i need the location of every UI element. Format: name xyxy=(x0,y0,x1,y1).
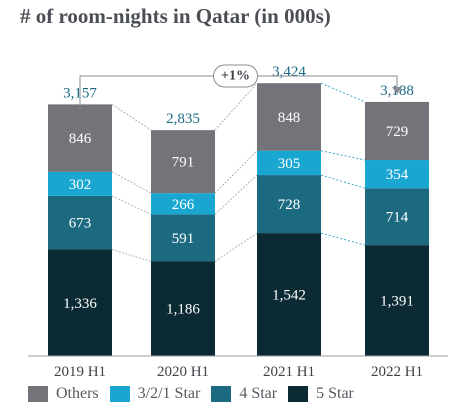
connector-line xyxy=(214,174,258,215)
data-label: 846 xyxy=(69,131,92,147)
connector-line xyxy=(320,174,366,189)
legend-swatch xyxy=(109,386,130,402)
legend-item: Others xyxy=(28,385,99,403)
data-label: 729 xyxy=(386,124,409,140)
legend-swatch xyxy=(211,386,232,402)
legend-swatch xyxy=(28,386,48,402)
legend-label: Others xyxy=(56,385,99,402)
x-tick-label: 2021 H1 xyxy=(263,364,315,380)
data-label: 728 xyxy=(278,197,301,213)
bar-segment-4-star xyxy=(48,195,112,250)
connector-line xyxy=(214,82,258,131)
bar-segment-3-2-1-star xyxy=(257,150,321,176)
data-label: 266 xyxy=(172,197,195,213)
bar-segment-4-star xyxy=(151,214,215,262)
data-label: 1,186 xyxy=(166,302,200,318)
data-label: 302 xyxy=(69,177,92,193)
legend-item: 3/2/1 Star xyxy=(109,385,201,403)
bar-segment-3-2-1-star xyxy=(365,160,429,189)
bar-segment-5-star xyxy=(365,245,429,356)
growth-badge xyxy=(213,64,258,88)
legend-item: 4 Star xyxy=(211,385,277,403)
connector-line xyxy=(111,249,152,262)
data-label: 791 xyxy=(172,155,195,171)
connector-line xyxy=(214,150,258,194)
data-label: 673 xyxy=(69,216,92,232)
bar-segment-4-star xyxy=(365,188,429,246)
data-label: 1,391 xyxy=(380,294,414,310)
bar-segment-3-2-1-star xyxy=(48,171,112,196)
connector-line xyxy=(320,232,366,246)
data-label: 1,542 xyxy=(272,288,306,304)
data-label: 714 xyxy=(386,210,409,226)
bar-segment-others xyxy=(151,130,215,194)
legend-label: 5 Star xyxy=(316,385,354,402)
bar-segment-5-star xyxy=(151,261,215,356)
connector-line xyxy=(214,232,258,262)
data-label: 1,336 xyxy=(63,296,97,312)
data-label: 848 xyxy=(278,110,301,126)
chart-title: # of room-nights in Qatar (in 000s) xyxy=(20,4,331,28)
bar-segment-5-star xyxy=(257,233,321,356)
total-label: 3,424 xyxy=(272,64,306,80)
x-tick-label: 2019 H1 xyxy=(54,364,106,380)
connector-line xyxy=(320,82,366,103)
data-label: 591 xyxy=(172,231,195,247)
data-label: 354 xyxy=(386,167,409,183)
arrow-head xyxy=(392,87,402,94)
connector-line xyxy=(111,171,152,194)
x-tick-label: 2022 H1 xyxy=(371,364,423,380)
legend: Others 3/2/1 Star 4 Star 5 Star xyxy=(28,385,365,403)
bar-segment-4-star xyxy=(257,175,321,234)
x-tick-label: 2020 H1 xyxy=(157,364,209,380)
legend-swatch xyxy=(288,386,309,402)
connector-line xyxy=(111,195,152,215)
bar-segment-5-star xyxy=(48,249,112,356)
bar-segment-others xyxy=(257,83,321,151)
connector-line xyxy=(320,150,366,161)
connector-line xyxy=(111,104,152,131)
bar-segment-others xyxy=(48,104,112,172)
bar-segment-others xyxy=(365,101,429,161)
data-label: 305 xyxy=(278,156,301,172)
bar-segment-3-2-1-star xyxy=(151,193,215,215)
total-label: 2,835 xyxy=(166,111,200,127)
legend-item: 5 Star xyxy=(288,385,354,403)
legend-label: 3/2/1 Star xyxy=(137,385,201,402)
growth-label: +1% xyxy=(221,69,250,84)
legend-label: 4 Star xyxy=(239,385,278,402)
